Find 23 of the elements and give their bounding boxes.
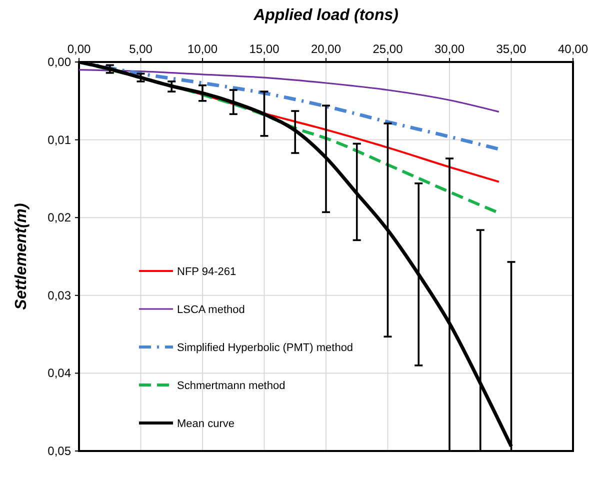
y-tick-label: 0,05 [48, 444, 72, 458]
x-tick-label: 35,00 [496, 42, 527, 56]
legend-label: Schmertmann method [177, 380, 286, 392]
x-tick-label: 15,00 [249, 42, 280, 56]
x-tick-label: 0,00 [67, 42, 91, 56]
legend-label: NFP 94-261 [177, 266, 236, 278]
y-tick-label: 0,04 [48, 366, 72, 380]
x-tick-label: 10,00 [187, 42, 218, 56]
legend-label: Simplified Hyperbolic (PMT) method [177, 342, 354, 354]
legend-label: LSCA method [177, 304, 245, 316]
y-tick-label: 0,02 [48, 210, 72, 225]
x-tick-label: 20,00 [310, 42, 342, 56]
y-tick-label: 0,00 [48, 55, 72, 69]
y-axis-title: Settlement(m) [13, 203, 30, 310]
x-tick-label: 5,00 [129, 42, 153, 56]
x-tick-label: 25,00 [372, 42, 404, 56]
y-tick-label: 0,01 [48, 132, 72, 147]
legend-label: Mean curve [177, 418, 234, 430]
y-tick-label: 0,03 [48, 288, 72, 302]
line-series [79, 68, 500, 113]
x-axis-title: Applied load (tons) [252, 7, 398, 24]
x-tick-label: 40,00 [558, 42, 588, 56]
x-tick-label: 30,00 [434, 42, 465, 56]
